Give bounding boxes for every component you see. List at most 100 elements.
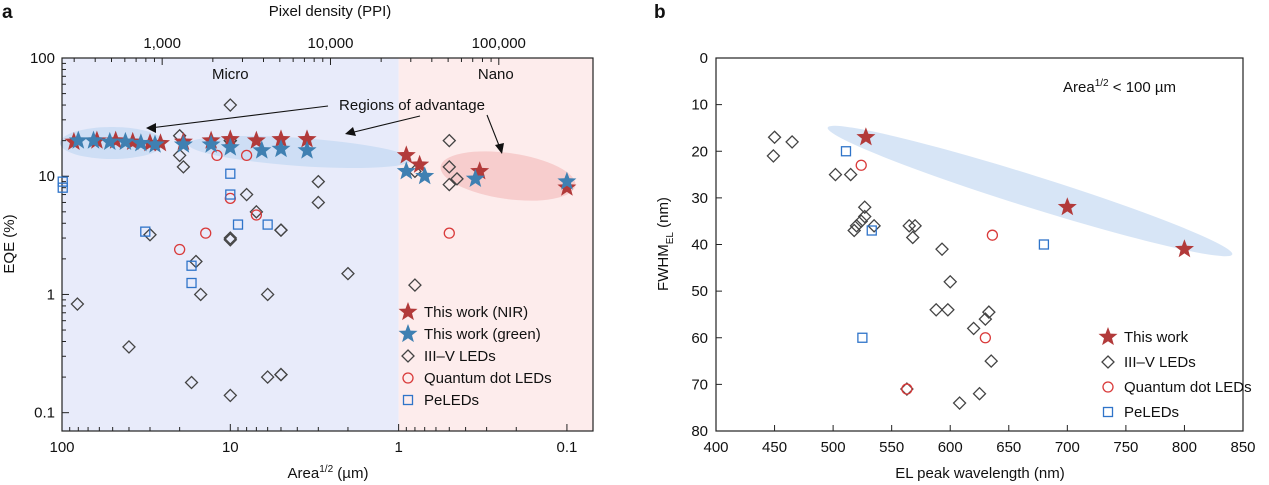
y-tick-label-b: 80 [691, 423, 708, 440]
y-tick-label-b: 0 [700, 50, 708, 67]
panel-a-ticks: 100 10 1 0.1 100 10 1 0.1 1,000 10,000 100,000 [30, 35, 577, 456]
y-tick-label-b: 10 [691, 97, 708, 114]
point-a-diamond [249, 204, 264, 219]
point-a-diamond [223, 98, 238, 112]
point-a-diamond [172, 148, 187, 163]
panel-a-marks [57, 98, 577, 403]
top-tick-label: 10,000 [308, 35, 354, 52]
point-a-star [557, 171, 577, 190]
point-a-diamond [122, 339, 136, 354]
point-a-star [84, 130, 103, 149]
point-a-square [57, 182, 68, 193]
legend-a-label: III–V LEDs [424, 348, 496, 365]
panel-a-label: a [2, 2, 13, 23]
point-a-star [396, 161, 416, 180]
point-a-star [220, 137, 240, 156]
point-b-diamond [857, 209, 872, 224]
x-tick-label-a: 10 [222, 439, 239, 456]
y-tick-label-b: 20 [691, 143, 708, 160]
legend-a-marker-diamond [401, 349, 415, 363]
point-a-circle [240, 149, 253, 162]
arrow-line-left [149, 105, 329, 129]
point-b-diamond [902, 218, 917, 233]
point-a-diamond [341, 266, 355, 281]
point-a-circle [200, 227, 212, 239]
legend-b-label: Quantum dot LEDs [1124, 379, 1252, 396]
panel-b-advantage-ellipse [827, 125, 1233, 257]
legend-a-marker-star [398, 324, 418, 343]
point-a-star [115, 131, 135, 150]
y-tick-label-a: 0.1 [34, 405, 55, 422]
point-b-diamond [766, 148, 781, 163]
arrow-head-right [495, 143, 504, 154]
point-b-diamond [978, 312, 993, 327]
point-b-diamond [847, 223, 862, 238]
point-b-square [1038, 239, 1050, 250]
x-tick-label-a: 100 [49, 439, 74, 456]
point-a-star [68, 130, 88, 149]
legend-a-label: This work (NIR) [424, 304, 528, 321]
x-axis-title-a: Area1/2 (µm) [288, 464, 369, 482]
x-tick-label-b: 750 [1113, 439, 1138, 456]
point-a-star [246, 130, 266, 149]
point-b-diamond [940, 302, 955, 317]
point-a-star [297, 140, 317, 159]
region-label-micro: Micro [212, 66, 249, 83]
point-a-diamond [176, 159, 191, 174]
point-a-diamond [223, 388, 238, 403]
point-b-diamond [984, 354, 999, 368]
legend-b-marker-circle [1102, 381, 1114, 393]
point-b-diamond [857, 200, 872, 215]
point-b-star [856, 127, 876, 146]
legend-b-marker-star [1098, 327, 1118, 346]
point-a-star [396, 145, 416, 164]
point-b-circle [986, 229, 999, 241]
point-a-square [225, 168, 236, 179]
point-a-diamond [311, 195, 326, 210]
legend-a-label: Quantum dot LEDs [424, 370, 552, 387]
annotation-area-limit: Area1/2 < 100 µm [1063, 78, 1176, 96]
region-label-nano: Nano [478, 66, 514, 83]
point-a-square [232, 219, 244, 230]
x-tick-label-b: 550 [879, 439, 904, 456]
point-b-diamond [943, 274, 958, 289]
point-a-square [262, 219, 273, 230]
point-b-diamond [828, 167, 843, 182]
legend-a-label: This work (green) [424, 326, 541, 343]
point-b-diamond [785, 135, 800, 149]
y-tick-label-b: 60 [691, 330, 708, 347]
point-b-diamond [966, 321, 981, 336]
point-a-diamond [311, 174, 326, 189]
legend-b-marker-diamond [1101, 355, 1115, 369]
point-b-diamond [929, 302, 944, 317]
x-tick-label-b: 700 [1055, 439, 1080, 456]
x-tick-label-b: 800 [1172, 439, 1197, 456]
x-tick-label-b: 650 [996, 439, 1021, 456]
point-a-star [557, 177, 577, 196]
point-b-diamond [972, 386, 987, 401]
point-a-square [57, 176, 68, 187]
point-a-star [271, 139, 291, 158]
y-axis-title-a: EQE (%) [1, 214, 18, 273]
point-a-diamond [408, 278, 422, 293]
point-a-diamond [274, 367, 288, 382]
y-axis-title-b: FWHMEL (nm) [655, 197, 676, 291]
point-a-star [297, 129, 317, 148]
legend-a-marker-star [398, 302, 418, 321]
x-tick-label-a: 1 [394, 439, 402, 456]
region-nano [398, 58, 593, 431]
point-b-diamond [849, 218, 864, 233]
y-tick-label-a: 1 [47, 286, 55, 303]
point-a-square [186, 260, 197, 271]
point-a-diamond [239, 187, 254, 202]
point-a-diamond [223, 232, 238, 247]
point-b-star [1174, 239, 1194, 258]
panel-b-label: b [654, 2, 666, 23]
point-b-diamond [899, 382, 914, 396]
arrow-line-middle [349, 115, 421, 134]
point-b-diamond [843, 167, 858, 182]
point-a-circle [250, 209, 263, 221]
point-a-star [131, 133, 151, 152]
legend-a: This work (NIR) This work (green) III–V LE… [398, 302, 552, 409]
